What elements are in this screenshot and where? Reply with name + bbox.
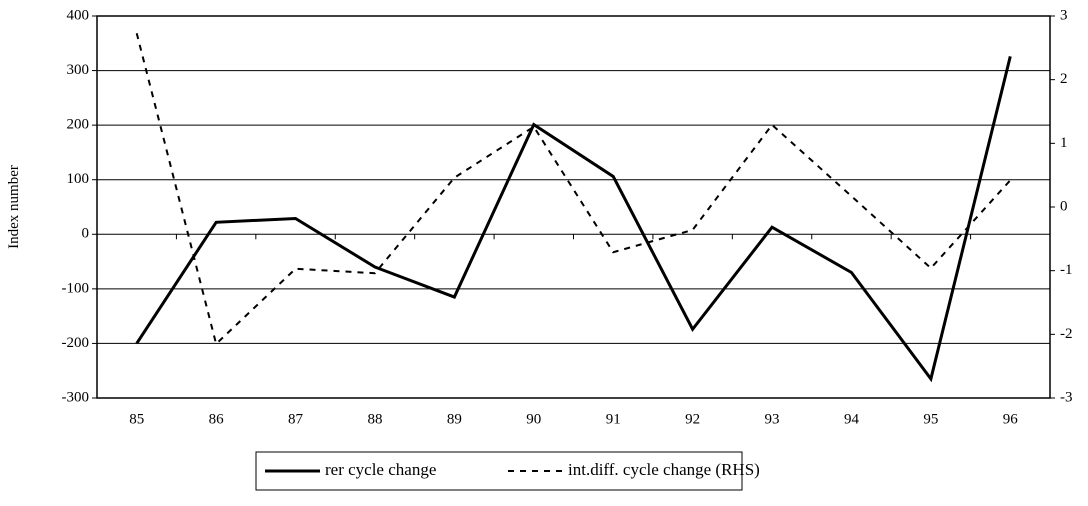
plot-frame <box>96 15 1051 399</box>
x-tick-label: 89 <box>447 411 462 427</box>
y-tick-label: -200 <box>62 335 90 351</box>
y2-tick-label: 1 <box>1060 135 1068 151</box>
y-tick-label: 400 <box>67 7 90 23</box>
x-tick-label: 88 <box>367 411 382 427</box>
x-tick-label: 93 <box>765 411 780 427</box>
x-tick-label: 85 <box>129 411 144 427</box>
legend-box <box>255 451 743 491</box>
legend-label: rer cycle change <box>325 460 436 479</box>
x-tick-label: 94 <box>844 411 860 427</box>
y-tick-label: 0 <box>82 226 90 242</box>
y2-tick-label: 0 <box>1060 198 1068 214</box>
x-tick-label: 96 <box>1003 411 1019 427</box>
y-tick-label: 300 <box>67 62 90 78</box>
y-tick-label: -100 <box>62 280 90 296</box>
legend-label: int.diff. cycle change (RHS) <box>568 460 760 479</box>
x-tick-label: 95 <box>923 411 938 427</box>
y-tick-label: 200 <box>67 117 90 133</box>
x-tick-label: 92 <box>685 411 700 427</box>
series-line <box>135 32 1012 346</box>
y-axis-label: Index number <box>6 165 22 249</box>
x-tick-label: 86 <box>209 411 225 427</box>
series-line <box>135 56 1012 383</box>
y-tick-label: -300 <box>62 389 90 405</box>
x-tick-label: 91 <box>606 411 621 427</box>
y2-tick-label: 2 <box>1060 71 1068 87</box>
y2-tick-label: -2 <box>1060 326 1073 342</box>
y2-tick-label: -1 <box>1060 262 1073 278</box>
x-tick-label: 87 <box>288 411 304 427</box>
y2-tick-label: -3 <box>1060 389 1073 405</box>
y2-tick-label: 3 <box>1060 7 1068 23</box>
y-tick-label: 100 <box>67 171 90 187</box>
x-tick-label: 90 <box>526 411 541 427</box>
